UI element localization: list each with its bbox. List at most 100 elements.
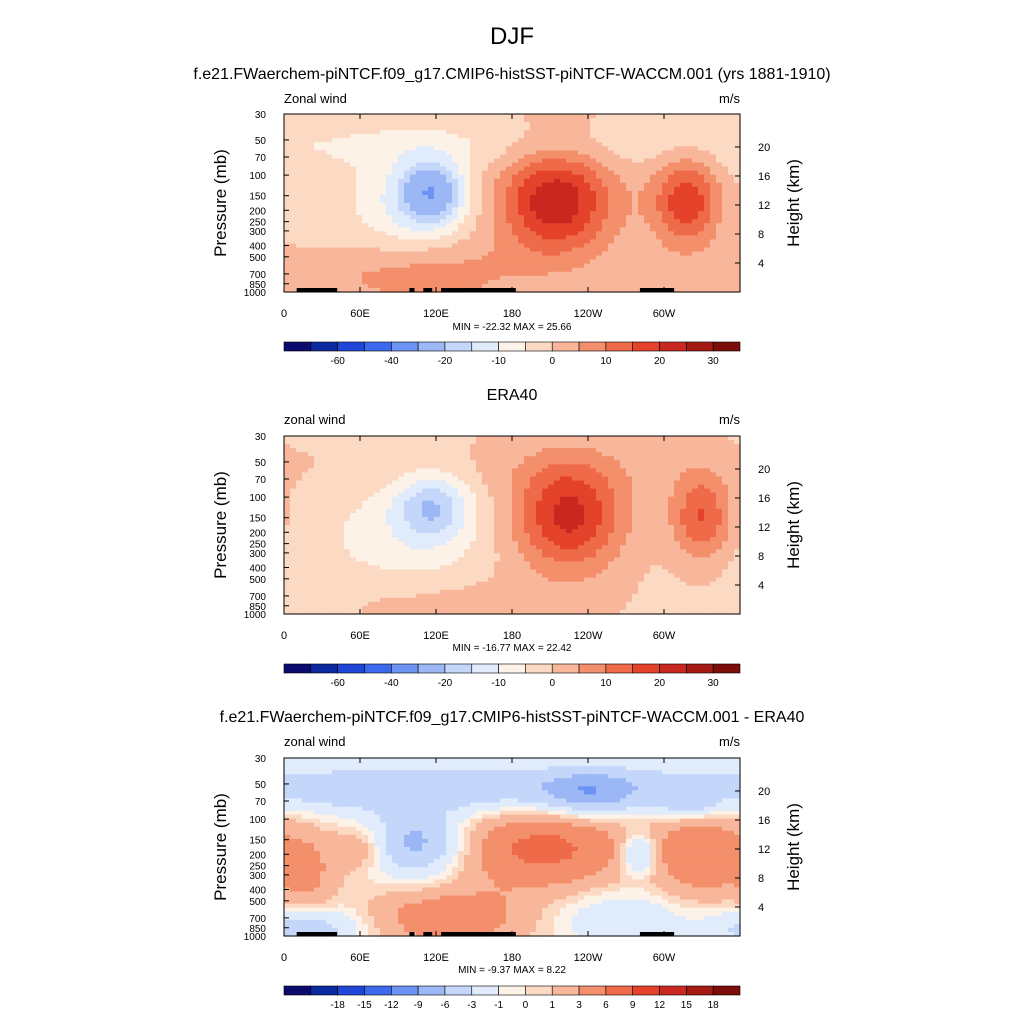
contour-cell [608,267,615,273]
contour-cell [338,283,345,289]
contour-cell [716,211,723,216]
contour-cell [728,243,735,249]
contour-cell [596,174,603,180]
contour-cell [716,267,723,273]
contour-cell [602,219,609,224]
contour-cell [698,247,705,253]
contour-cell [410,243,417,249]
contour-cell [488,472,495,478]
contour-cell [638,130,645,135]
contour-cell [644,440,651,445]
contour-cell [548,287,555,293]
contour-cell [290,267,297,273]
contour-cell [716,271,723,277]
contour-cell [368,150,375,156]
contour-cell [470,211,477,216]
contour-cell [374,203,381,208]
contour-cell [668,146,675,152]
contour-cell [680,178,687,184]
contour-cell [542,150,549,156]
contour-cell [608,142,615,147]
contour-cell [506,231,513,236]
contour-cell [578,178,585,184]
contour-cell [698,460,705,465]
contour-cell [668,150,675,156]
contour-cell [290,190,297,196]
contour-cell [410,190,417,196]
contour-cell [704,178,711,184]
contour-cell [650,142,657,147]
contour-cell [284,452,291,457]
contour-cell [446,154,453,160]
contour-cell [350,154,357,160]
contour-cell [686,476,693,482]
contour-cell [380,488,387,494]
contour-cell [728,138,735,143]
contour-cell [686,215,693,220]
contour-cell [302,476,309,482]
contour-cell [554,456,561,461]
contour-cell [356,223,363,228]
contour-cell [680,150,687,156]
contour-cell [590,219,597,224]
contour-cell [602,243,609,249]
contour-cell [518,259,525,265]
contour-cell [338,492,345,498]
contour-cell [716,255,723,261]
contour-cell [608,162,615,168]
contour-cell [314,516,321,522]
contour-cell [548,263,555,269]
contour-cell [716,134,723,139]
x-tick-label: 60E [350,308,370,320]
contour-cell [482,203,489,208]
contour-cell [548,504,555,510]
contour-cell [698,488,705,494]
contour-cell [668,452,675,457]
contour-cell [542,259,549,265]
contour-cell [464,231,471,236]
contour-cell [458,251,465,257]
contour-cell [338,448,345,453]
contour-cell [308,203,315,208]
contour-cell [404,516,411,522]
contour-cell [350,178,357,184]
contour-cell [536,472,543,478]
contour-cell [290,235,297,241]
contour-cell [464,488,471,494]
colorbar-swatch [390,341,419,352]
contour-cell [698,198,705,204]
contour-cell [722,504,729,510]
contour-cell [476,126,483,131]
contour-cell [326,484,333,490]
contour-cell [668,468,675,474]
contour-cell [314,243,321,249]
contour-cell [728,472,735,478]
contour-cell [446,122,453,127]
contour-cell [482,496,489,502]
contour-cell [518,512,525,518]
contour-cell [728,480,735,486]
contour-cell [704,267,711,273]
contour-cell [458,198,465,204]
contour-cell [644,243,651,249]
contour-cell [590,448,597,453]
contour-cell [338,452,345,457]
contour-cell [464,122,471,127]
contour-cell [428,114,435,119]
contour-cell [578,190,585,196]
contour-cell [398,492,405,498]
contour-cell [536,488,543,494]
contour-cell [320,142,327,147]
contour-cell [284,283,291,289]
contour-cell [674,259,681,265]
contour-cell [458,243,465,249]
contour-cell [284,203,291,208]
contour-cell [710,138,717,143]
contour-cell [662,512,669,518]
contour-cell [452,484,459,490]
contour-cell [362,472,369,478]
contour-cell [542,283,549,289]
contour-cell [374,243,381,249]
contour-cell [482,247,489,253]
contour-cell [536,239,543,245]
